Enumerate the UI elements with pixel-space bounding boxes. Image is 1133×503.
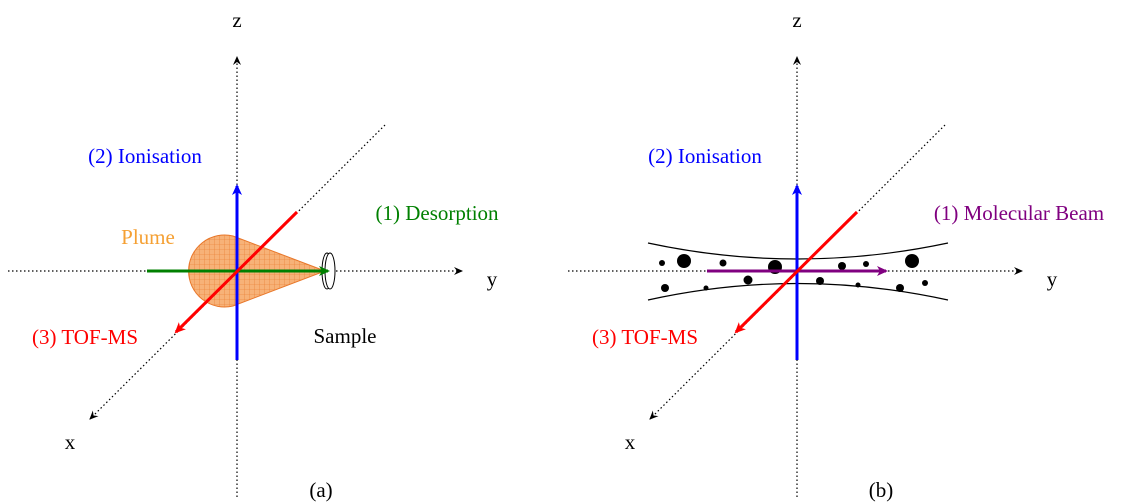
y-label: y (487, 267, 498, 291)
x-label: x (625, 430, 636, 454)
panel-a: z y x (2) Ionisation Plume (1) Desorptio… (8, 8, 499, 502)
detector-label: (3) TOF-MS (32, 325, 138, 349)
x-label: x (65, 430, 76, 454)
z-label: z (792, 8, 801, 32)
source-label: (1) Molecular Beam (934, 201, 1104, 225)
caption: (a) (309, 478, 332, 502)
ionisation-label: (2) Ionisation (648, 144, 762, 168)
source-label: (1) Desorption (375, 201, 499, 225)
panel-b: z y x (2) Ionisation (1) Molecular Beam … (568, 8, 1104, 502)
caption: (b) (869, 478, 894, 502)
z-label: z (232, 8, 241, 32)
plume-label: Plume (121, 225, 175, 249)
ionisation-label: (2) Ionisation (88, 144, 202, 168)
detector-label: (3) TOF-MS (592, 325, 698, 349)
y-label: y (1047, 267, 1058, 291)
sample-label: Sample (314, 324, 377, 348)
diagram: z y x (2) Ionisation Plume (1) Desorptio… (0, 0, 1133, 503)
